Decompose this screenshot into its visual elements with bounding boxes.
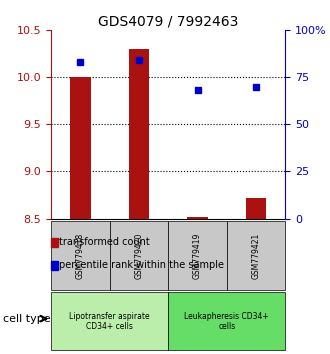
Bar (70, 77, 91, 218)
Bar (187, 217, 208, 218)
Bar (51, 292, 168, 350)
Text: GSM779419: GSM779419 (193, 232, 202, 279)
Text: GSM779420: GSM779420 (135, 232, 144, 279)
Text: GSM779418: GSM779418 (76, 232, 85, 279)
Bar (246, 198, 266, 218)
Bar (227, 221, 285, 290)
Text: GSM779421: GSM779421 (252, 232, 261, 279)
Bar (51, 221, 110, 290)
Text: Lipotransfer aspirate
CD34+ cells: Lipotransfer aspirate CD34+ cells (69, 312, 150, 331)
Text: cell type: cell type (3, 314, 51, 324)
Bar (110, 221, 168, 290)
Bar (168, 221, 227, 290)
Bar (168, 292, 285, 350)
Bar (129, 49, 149, 218)
Text: Leukapheresis CD34+
cells: Leukapheresis CD34+ cells (184, 312, 269, 331)
Text: percentile rank within the sample: percentile rank within the sample (59, 260, 224, 270)
Bar (51, 238, 58, 247)
Bar (51, 261, 58, 270)
Title: GDS4079 / 7992463: GDS4079 / 7992463 (98, 15, 239, 29)
Text: transformed count: transformed count (59, 237, 150, 247)
